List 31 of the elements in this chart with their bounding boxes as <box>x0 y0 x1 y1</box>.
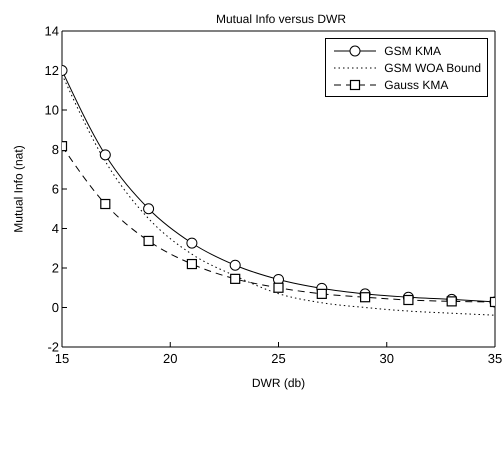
y-tick-label: 14 <box>44 24 59 39</box>
point <box>446 296 457 306</box>
x-tick-label: 35 <box>488 351 502 366</box>
chart-title: Mutual Info versus DWR <box>214 12 348 26</box>
point <box>360 292 370 302</box>
y-tick-label: 8 <box>52 142 59 158</box>
y-axis-title: Mutual Info (nat) <box>11 145 26 233</box>
x-axis-title: DWR (db) <box>252 376 306 390</box>
point <box>186 238 198 249</box>
point <box>186 258 197 270</box>
point <box>230 260 241 271</box>
point <box>403 294 414 306</box>
legend-label: GSM KMA <box>384 44 441 58</box>
x-tick-label: 30 <box>380 351 394 366</box>
legend-label: GSM WOA Bound <box>384 60 481 74</box>
point <box>273 282 284 293</box>
y-tick-label: 0 <box>52 300 59 316</box>
y-tick-label: 4 <box>52 221 59 236</box>
y-tick-label: 10 <box>44 102 59 118</box>
y-tick-label: 2 <box>52 260 59 276</box>
point <box>100 149 111 160</box>
legend-label: Gauss KMA <box>384 78 448 92</box>
y-tick-label: 12 <box>44 63 59 78</box>
point <box>143 203 154 214</box>
point <box>100 198 110 210</box>
point <box>144 236 154 246</box>
x-tick-label: 20 <box>163 351 178 366</box>
x-tick-label: 25 <box>271 351 286 366</box>
point <box>230 274 240 284</box>
point <box>316 288 327 299</box>
y-tick-label: 6 <box>52 182 59 197</box>
